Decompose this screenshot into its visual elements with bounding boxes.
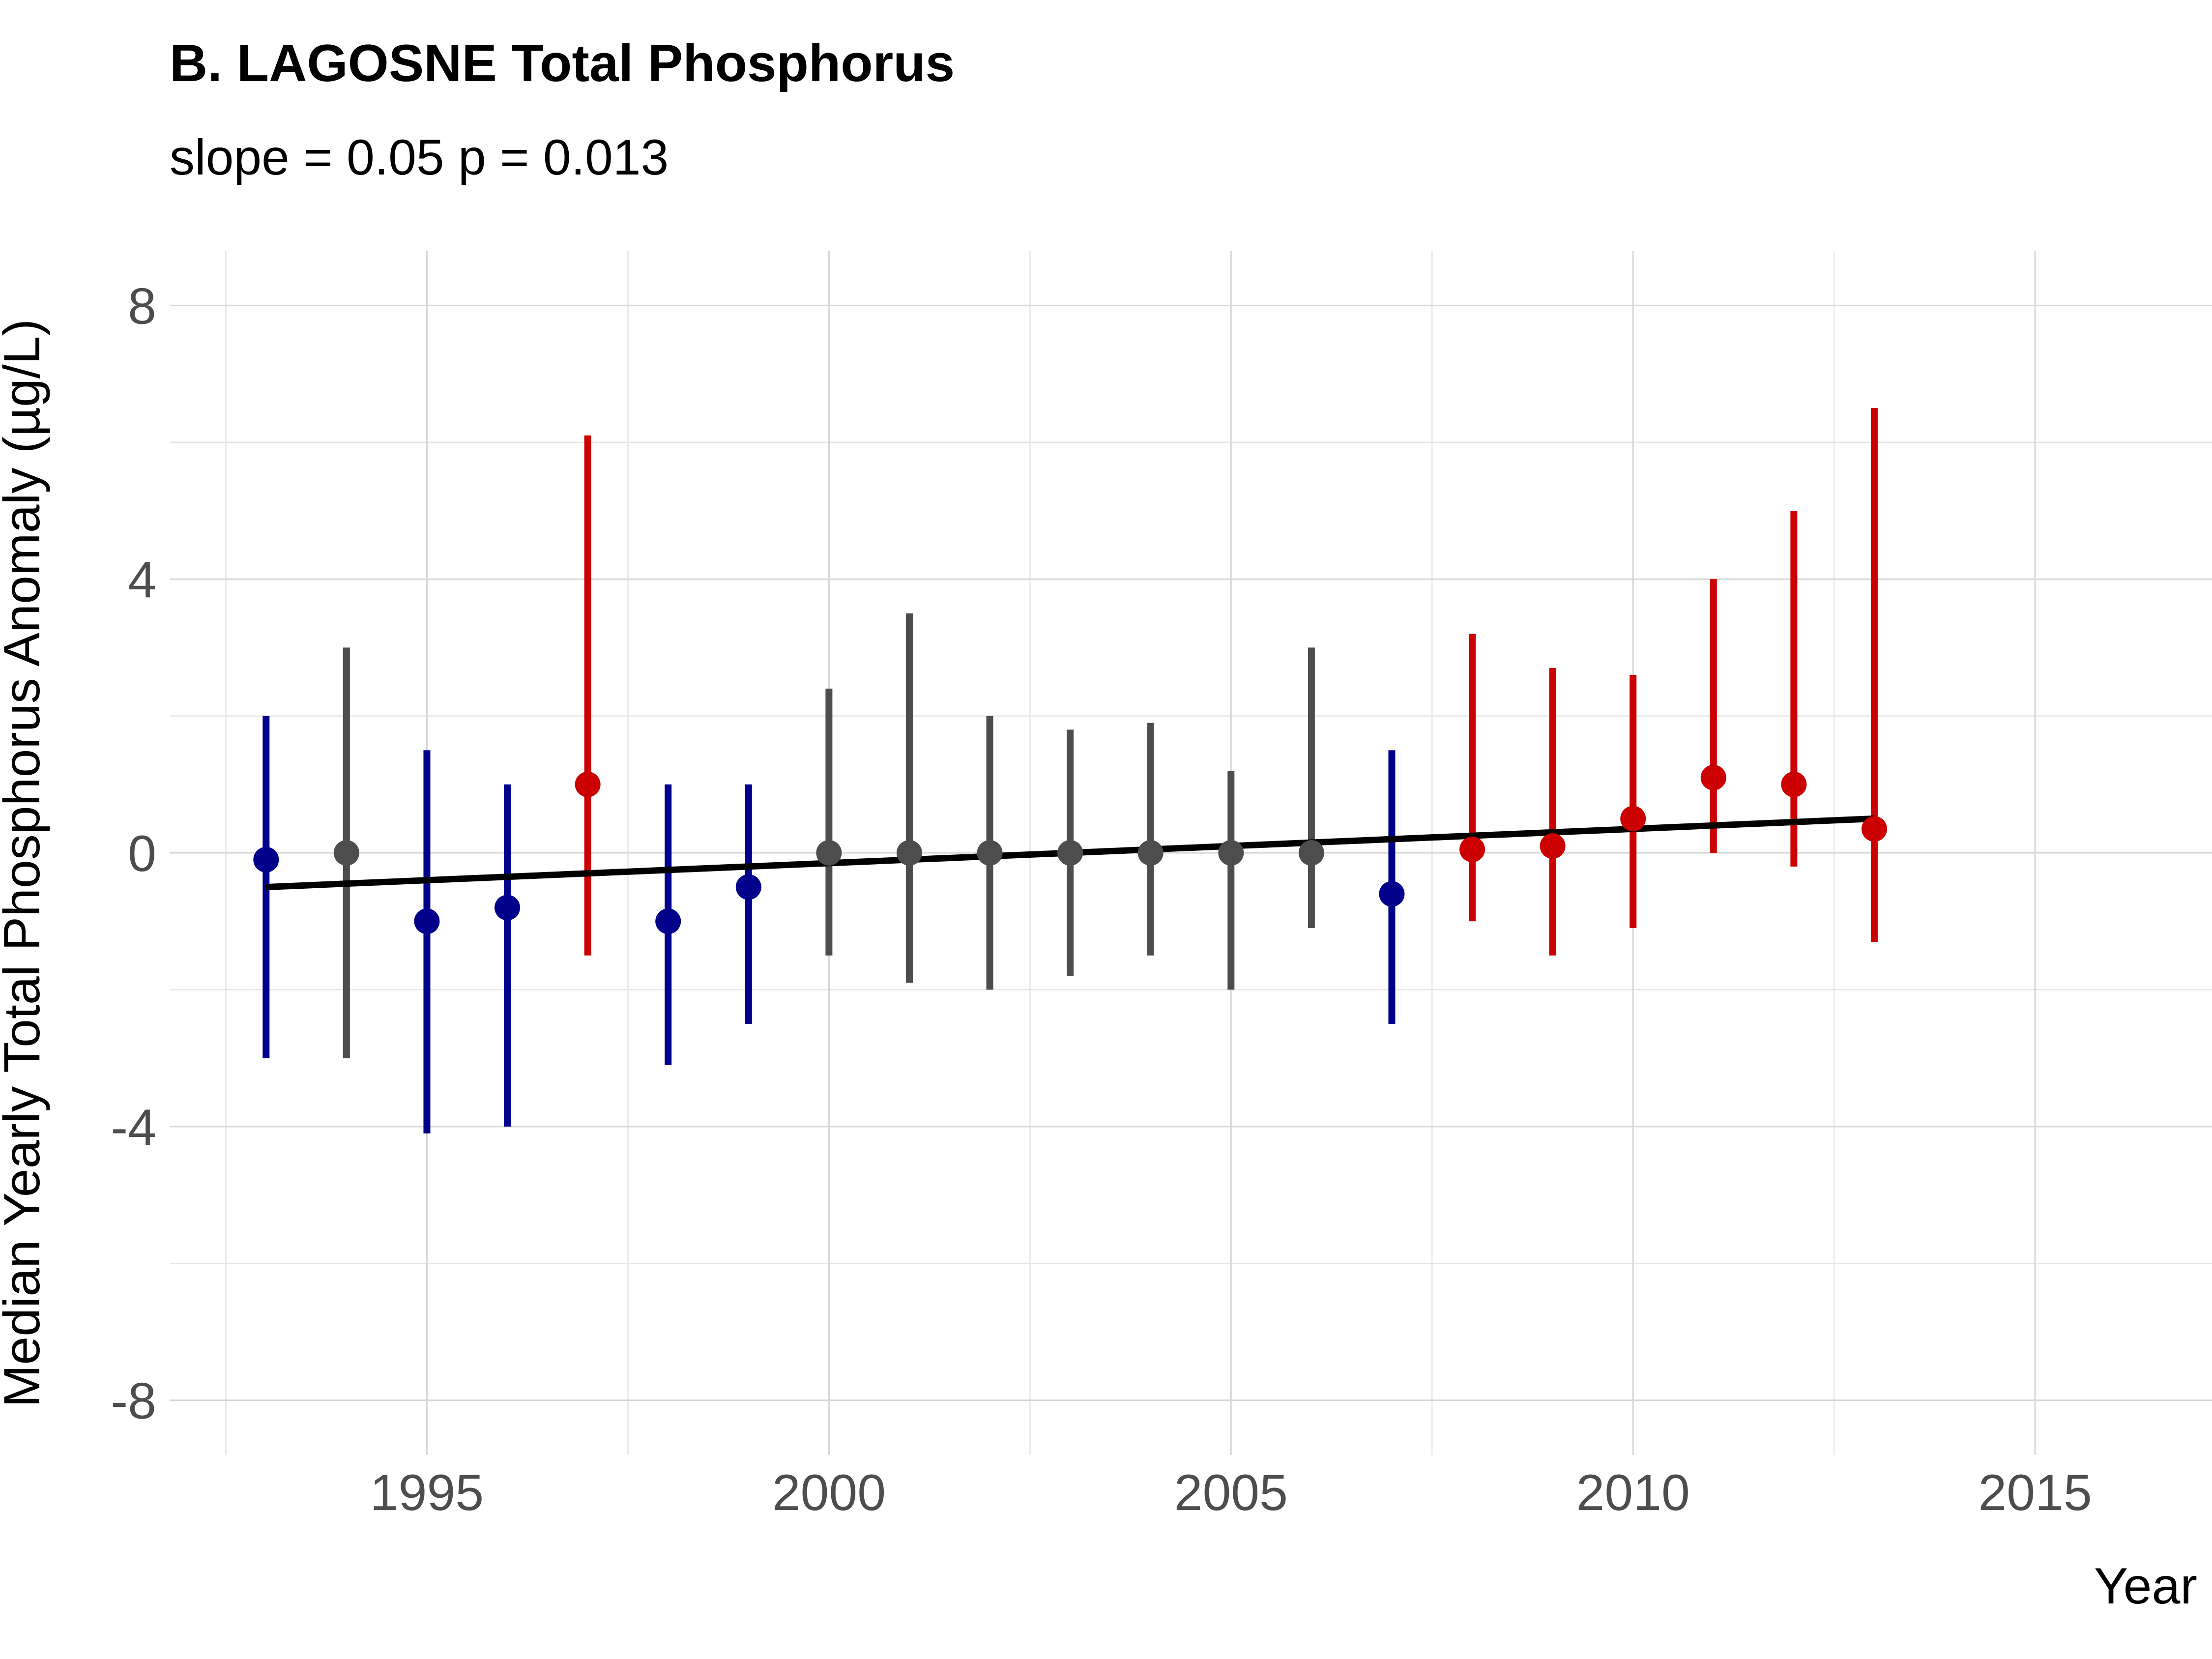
chart-subtitle: slope = 0.05 p = 0.013 — [170, 129, 669, 185]
y-axis-title: Median Yearly Total Phosphorus Anomaly (… — [0, 319, 51, 1407]
y-tick-label: 8 — [128, 278, 156, 335]
x-axis-ticks: 1995 2000 2005 2010 2015 — [370, 1464, 2092, 1521]
data-point — [1459, 837, 1485, 863]
data-point — [1700, 764, 1726, 790]
y-tick-label: 4 — [128, 552, 156, 609]
data-point — [655, 908, 681, 934]
data-point — [1620, 806, 1646, 832]
data-point — [1781, 771, 1807, 797]
data-point — [1861, 816, 1887, 842]
data-point — [977, 840, 1003, 866]
x-axis-title: Year — [2094, 1558, 2197, 1615]
data-point — [896, 840, 922, 866]
data-point — [333, 840, 359, 866]
x-tick-label: 2010 — [1576, 1464, 1690, 1521]
y-axis-ticks: -8 -4 0 4 8 — [111, 278, 156, 1429]
x-tick-label: 2000 — [772, 1464, 886, 1521]
data-point — [1218, 840, 1244, 866]
chart-title: B. LAGOSNE Total Phosphorus — [170, 33, 955, 92]
data-point — [414, 908, 440, 934]
y-tick-label: -4 — [111, 1099, 156, 1156]
data-point — [575, 771, 601, 797]
data-point — [735, 874, 761, 900]
data-points — [253, 764, 1887, 934]
data-point — [495, 895, 521, 921]
grid — [170, 251, 2212, 1455]
data-point — [1540, 833, 1566, 859]
y-tick-label: -8 — [111, 1373, 156, 1430]
data-point — [1057, 840, 1083, 866]
data-point — [253, 846, 279, 873]
x-tick-label: 2005 — [1174, 1464, 1288, 1521]
data-point — [1298, 840, 1324, 866]
data-point — [1379, 881, 1405, 907]
x-tick-label: 1995 — [370, 1464, 484, 1521]
x-tick-label: 2015 — [1978, 1464, 2092, 1521]
y-tick-label: 0 — [128, 825, 156, 882]
data-point — [816, 840, 842, 866]
data-point — [1137, 840, 1164, 866]
